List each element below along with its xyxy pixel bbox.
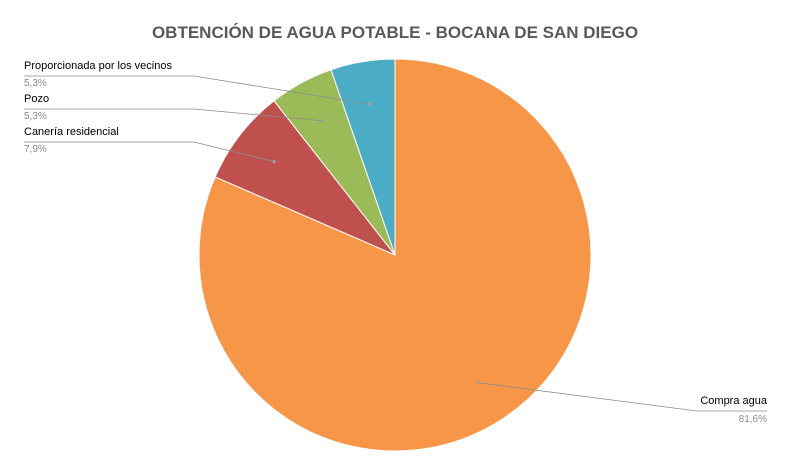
chart-title: OBTENCIÓN DE AGUA POTABLE - BOCANA DE SA… (152, 23, 638, 42)
data-value-pozo: 5,3% (24, 111, 47, 122)
pie-slice-proporcionada-por-los-vecinos (330, 58, 396, 256)
data-label-pozo: Pozo (24, 93, 49, 105)
leader-line-compra-agua (478, 382, 767, 412)
leader-line-pozo (24, 108, 322, 122)
data-label-compra-agua: Compra agua (700, 395, 768, 407)
pie-slice-caneria-residencial (214, 100, 396, 256)
leader-line-proporcionada-por-los-vecinos (24, 75, 370, 105)
leader-line-caneria-residencial (24, 141, 275, 162)
data-value-proporcionada-por-los-vecinos: 5,3% (24, 78, 47, 89)
data-label-caneria-residencial: Canería residencial (24, 126, 119, 138)
pie-slice-compra-agua (198, 58, 592, 452)
data-value-caneria-residencial: 7,9% (24, 144, 47, 155)
data-label-proporcionada-por-los-vecinos: Proporcionada por los vecinos (24, 60, 172, 72)
pie-slices (198, 58, 592, 452)
pie-labels: Compra agua 81,6% Canería residencial 7,9% P… (24, 60, 768, 425)
data-value-compra-agua: 81,6% (739, 414, 767, 425)
